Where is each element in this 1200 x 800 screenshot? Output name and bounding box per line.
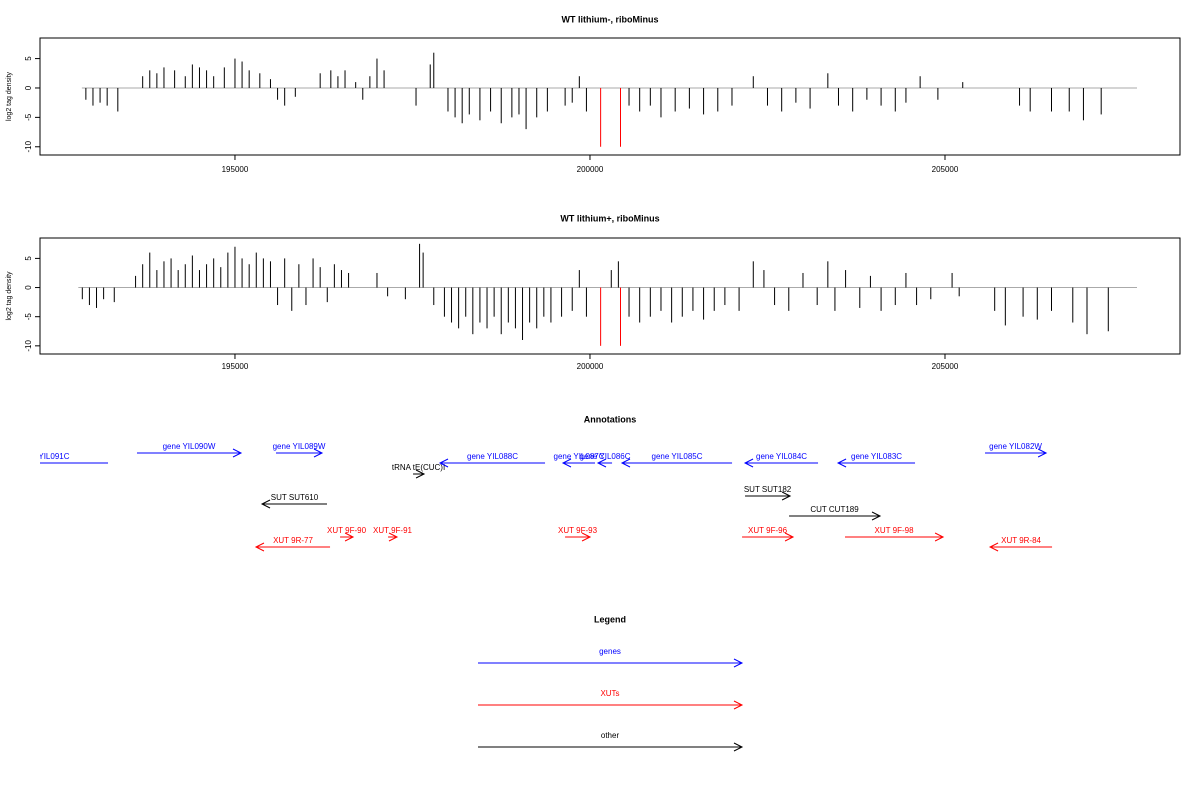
feature-label: tRNA tE(CUC)I xyxy=(392,463,445,472)
x-tick-label: 200000 xyxy=(577,165,604,174)
legend-arrow xyxy=(478,742,744,752)
y-tick-label: -10 xyxy=(24,140,33,152)
legend-arrow xyxy=(478,700,744,710)
feature-label: gene YIL086C xyxy=(580,452,631,461)
x-tick-label: 205000 xyxy=(932,165,959,174)
feature-arrow xyxy=(276,448,324,458)
y-tick-label: 5 xyxy=(24,256,33,261)
arrow-head xyxy=(733,742,744,752)
arrow-head xyxy=(415,469,426,479)
y-axis-label: log2 tag density xyxy=(6,271,13,321)
feature-label: gene YIL091C xyxy=(19,452,70,461)
y-tick-label: 0 xyxy=(24,285,33,290)
feature-arrow xyxy=(136,448,243,458)
arrow-head xyxy=(743,458,754,468)
feature-label: gene YIL087C xyxy=(554,452,605,461)
legend-label: other xyxy=(601,731,620,740)
arrow-head xyxy=(596,458,607,468)
chart-title: WT lithium+, riboMinus xyxy=(560,213,659,223)
arrow-head xyxy=(232,448,243,458)
feature-label: XUT 9F-93 xyxy=(558,526,598,535)
feature-label: XUT 9F-96 xyxy=(748,526,788,535)
arrow-head xyxy=(836,458,847,468)
feature-arrow xyxy=(260,499,327,509)
feature-arrow xyxy=(985,448,1048,458)
annotations-title: Annotations xyxy=(584,414,637,424)
y-tick-label: 5 xyxy=(24,56,33,61)
feature-arrow xyxy=(845,532,945,542)
y-tick-label: -10 xyxy=(24,340,33,352)
feature-arrow xyxy=(620,458,733,468)
arrow-head xyxy=(733,700,744,710)
arrow-head xyxy=(988,542,999,552)
arrow-head xyxy=(934,532,945,542)
feature-arrow xyxy=(340,532,355,542)
y-tick-label: 0 xyxy=(24,85,33,90)
feature-arrow xyxy=(388,532,399,542)
chart-title: WT lithium-, riboMinus xyxy=(562,14,659,24)
feature-label: SUT SUT610 xyxy=(271,493,319,502)
arrow-head xyxy=(784,532,795,542)
feature-arrow xyxy=(413,469,426,479)
arrow-head xyxy=(344,532,355,542)
feature-label: XUT 9F-91 xyxy=(373,526,413,535)
feature-label: gene YIL082W xyxy=(989,442,1042,451)
arrow-head xyxy=(438,458,449,468)
feature-arrow xyxy=(40,462,109,464)
arrow-head xyxy=(781,491,792,501)
y-tick-label: -5 xyxy=(24,313,33,321)
legend-label: XUTs xyxy=(600,689,619,698)
feature-arrow xyxy=(789,511,882,521)
feature-label: gene YIL083C xyxy=(851,452,902,461)
feature-arrow xyxy=(745,491,792,501)
feature-label: gene YIL088C xyxy=(467,452,518,461)
feature-label: gene YIL090W xyxy=(163,442,216,451)
feature-arrow xyxy=(565,532,592,542)
x-tick-label: 200000 xyxy=(577,362,604,371)
feature-arrow xyxy=(836,458,916,468)
feature-arrow xyxy=(561,458,596,468)
arrow-head xyxy=(260,499,271,509)
feature-arrow xyxy=(438,458,546,468)
arrow-head xyxy=(1037,448,1048,458)
arrow-head xyxy=(313,448,324,458)
plot-frame xyxy=(39,37,1181,156)
feature-arrow xyxy=(988,542,1053,552)
arrow-head xyxy=(254,542,265,552)
legend-arrow xyxy=(478,658,744,668)
feature-label: XUT 9R-84 xyxy=(1001,536,1041,545)
arrow-head xyxy=(620,458,631,468)
feature-arrow xyxy=(742,532,795,542)
arrow-head xyxy=(561,458,572,468)
feature-label: gene YIL085C xyxy=(652,452,703,461)
y-axis-label: log2 tag density xyxy=(6,71,13,121)
x-tick-label: 195000 xyxy=(222,165,249,174)
feature-arrow xyxy=(596,458,613,468)
plot-frame xyxy=(39,237,1181,355)
feature-label: gene YIL084C xyxy=(756,452,807,461)
annotation-track: gene YIL091C gene YIL090W gene YIL089W tRNA… xyxy=(19,442,1053,552)
feature-label: SUT SUT182 xyxy=(744,485,792,494)
feature-label: CUT CUT189 xyxy=(810,505,859,514)
feature-label: XUT 9F-90 xyxy=(327,526,367,535)
y-tick-label: -5 xyxy=(24,113,33,121)
arrow-head xyxy=(388,532,399,542)
feature-arrow xyxy=(743,458,819,468)
feature-label: XUT 9F-98 xyxy=(875,526,915,535)
x-tick-label: 205000 xyxy=(932,362,959,371)
arrow-head xyxy=(871,511,882,521)
legend-label: genes xyxy=(599,647,621,656)
feature-arrow xyxy=(254,542,331,552)
feature-label: gene YIL089W xyxy=(273,442,326,451)
arrow-head xyxy=(581,532,592,542)
legend-title: Legend xyxy=(594,614,626,624)
feature-label: XUT 9R-77 xyxy=(273,536,313,545)
arrow-head xyxy=(733,658,744,668)
x-tick-label: 195000 xyxy=(222,362,249,371)
